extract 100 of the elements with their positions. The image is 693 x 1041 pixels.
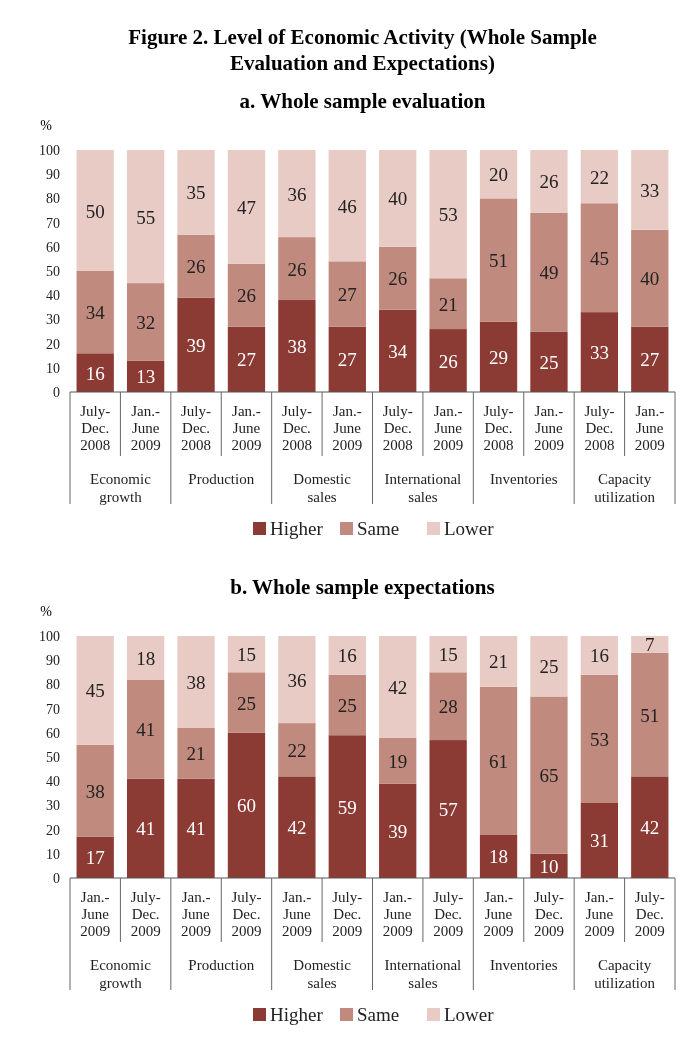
x-tick-label: Jan.-June 2009 — [231, 403, 262, 453]
chart-title: Figure 2. Level of Economic Activity (Whole Sample Evaluation and Expectations) — [128, 25, 597, 75]
x-tick-label: July-Dec. 2008 — [483, 403, 514, 453]
data-label: 45 — [85, 680, 105, 702]
bar — [479, 198, 518, 322]
y-tick-label: 10 — [46, 360, 60, 376]
bar — [479, 150, 518, 199]
data-label: 20 — [489, 164, 509, 186]
data-label: 53 — [589, 728, 609, 750]
bar — [580, 802, 619, 878]
bar — [479, 321, 518, 392]
bar — [278, 636, 316, 724]
data-label: 13 — [136, 366, 156, 388]
data-label: 42 — [388, 676, 408, 698]
legend-label: Same — [357, 518, 400, 539]
bar — [631, 150, 669, 230]
y-tick-label: 40 — [46, 774, 60, 790]
data-label: 55 — [136, 206, 156, 228]
bar — [76, 271, 114, 354]
y-tick-label: 90 — [46, 653, 60, 669]
data-label: 32 — [136, 311, 156, 333]
bar — [76, 636, 114, 745]
bar — [580, 203, 619, 313]
data-label: 28 — [438, 696, 458, 718]
legend-label: Lower — [444, 518, 495, 539]
x-tick-label: Jan.-June 2009 — [80, 889, 111, 939]
x-tick-label: July-Dec. 2009 — [332, 889, 363, 939]
bar — [278, 237, 316, 301]
data-label: 27 — [337, 349, 357, 371]
data-label: 25 — [539, 351, 559, 373]
bar — [379, 309, 417, 392]
y-tick-label: 30 — [46, 798, 60, 814]
bar — [177, 636, 215, 728]
data-label: 27 — [337, 283, 357, 305]
bar — [379, 636, 417, 738]
chart-title: b. Whole sample expectations — [230, 575, 495, 599]
data-label: 26 — [236, 285, 256, 307]
bar — [429, 278, 467, 330]
y-tick-label: 60 — [46, 725, 60, 741]
data-label: 31 — [589, 830, 609, 852]
x-tick-label: July-Dec. 2009 — [634, 889, 665, 939]
data-label: 40 — [388, 188, 408, 210]
data-label: 29 — [489, 346, 509, 368]
data-label: 61 — [489, 750, 509, 772]
bar — [580, 674, 619, 803]
text: Capacity utilization — [594, 471, 656, 505]
x-tick-label: Jan.-June 2009 — [332, 403, 363, 453]
bar — [177, 234, 215, 298]
legend-label: Lower — [444, 1004, 495, 1025]
text: Domestic sales — [293, 957, 352, 991]
bar — [429, 636, 467, 673]
bar — [429, 740, 467, 878]
bar — [479, 834, 518, 878]
y-tick-label: 50 — [46, 750, 60, 765]
text: Economic growth — [90, 957, 152, 991]
y-tick-label: 0 — [53, 871, 60, 886]
data-label: 17 — [85, 847, 105, 869]
bar — [126, 283, 165, 361]
text: Production — [188, 957, 255, 973]
x-tick-label: Jan.-June 2009 — [433, 403, 464, 453]
y-tick-label: 20 — [46, 822, 60, 838]
bar — [429, 329, 467, 392]
data-label: 15 — [236, 644, 256, 666]
text: Capacity utilization — [594, 957, 656, 991]
data-label: 59 — [337, 796, 357, 818]
data-label: 26 — [287, 258, 307, 280]
bar — [126, 778, 165, 878]
bar — [177, 727, 215, 779]
text: Inventories — [490, 471, 558, 487]
bar — [530, 331, 568, 392]
data-label: 27 — [640, 349, 660, 371]
bar — [631, 636, 669, 653]
data-label: 22 — [589, 166, 609, 188]
bar — [227, 672, 266, 733]
bar — [278, 776, 316, 878]
data-label: 46 — [337, 195, 357, 217]
data-label: 21 — [186, 743, 206, 765]
bar — [126, 636, 165, 680]
x-tick-label: July-Dec. 2008 — [382, 403, 413, 453]
bar — [379, 783, 417, 878]
text: Economic growth — [90, 471, 152, 505]
data-label: 39 — [388, 820, 408, 842]
y-tick-label: 0 — [53, 385, 60, 400]
data-label: 25 — [337, 694, 357, 716]
y-tick-label: 100 — [39, 143, 60, 158]
bar — [126, 679, 165, 779]
x-tick-label: July-Dec. 2008 — [80, 403, 111, 453]
data-label: 19 — [388, 750, 408, 772]
text: International sales — [384, 957, 462, 991]
x-tick-label: Jan.-June 2009 — [584, 889, 615, 939]
bar — [227, 150, 266, 264]
data-label: 41 — [186, 818, 206, 840]
bar — [429, 150, 467, 279]
chart-subtitle: a. Whole sample evaluation — [239, 89, 486, 113]
data-label: 16 — [589, 645, 609, 667]
text: Domestic sales — [293, 471, 352, 505]
data-label: 65 — [539, 765, 559, 787]
data-label: 34 — [388, 340, 408, 362]
data-label: 25 — [539, 656, 559, 678]
data-label: 26 — [186, 256, 206, 278]
